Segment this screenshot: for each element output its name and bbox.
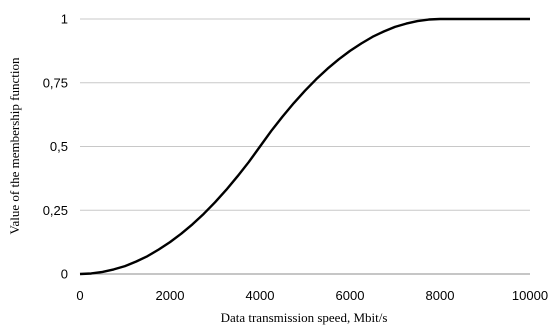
x-tick-labels: 0 2000 4000 6000 8000 10000 — [76, 288, 548, 303]
y-tick-label: 1 — [61, 12, 68, 27]
y-tick-label: 0,25 — [43, 203, 68, 218]
x-tick-label: 6000 — [336, 288, 365, 303]
x-tick-label: 8000 — [426, 288, 455, 303]
x-tick-label: 10000 — [512, 288, 548, 303]
y-tick-label: 0,5 — [50, 139, 68, 154]
x-tick-label: 2000 — [156, 288, 185, 303]
y-tick-label: 0 — [61, 267, 68, 282]
x-tick-label: 0 — [76, 288, 83, 303]
y-tick-label: 0,75 — [43, 75, 68, 90]
gridlines — [80, 18, 530, 211]
series — [79, 17, 530, 276]
series-line-0 — [79, 17, 530, 276]
x-tick-label: 4000 — [246, 288, 275, 303]
y-tick-labels: 0 0,25 0,5 0,75 1 — [43, 12, 68, 282]
x-axis-title: Data transmission speed, Mbit/s — [221, 310, 388, 325]
y-axis-title: Value of the membership function — [7, 57, 22, 234]
